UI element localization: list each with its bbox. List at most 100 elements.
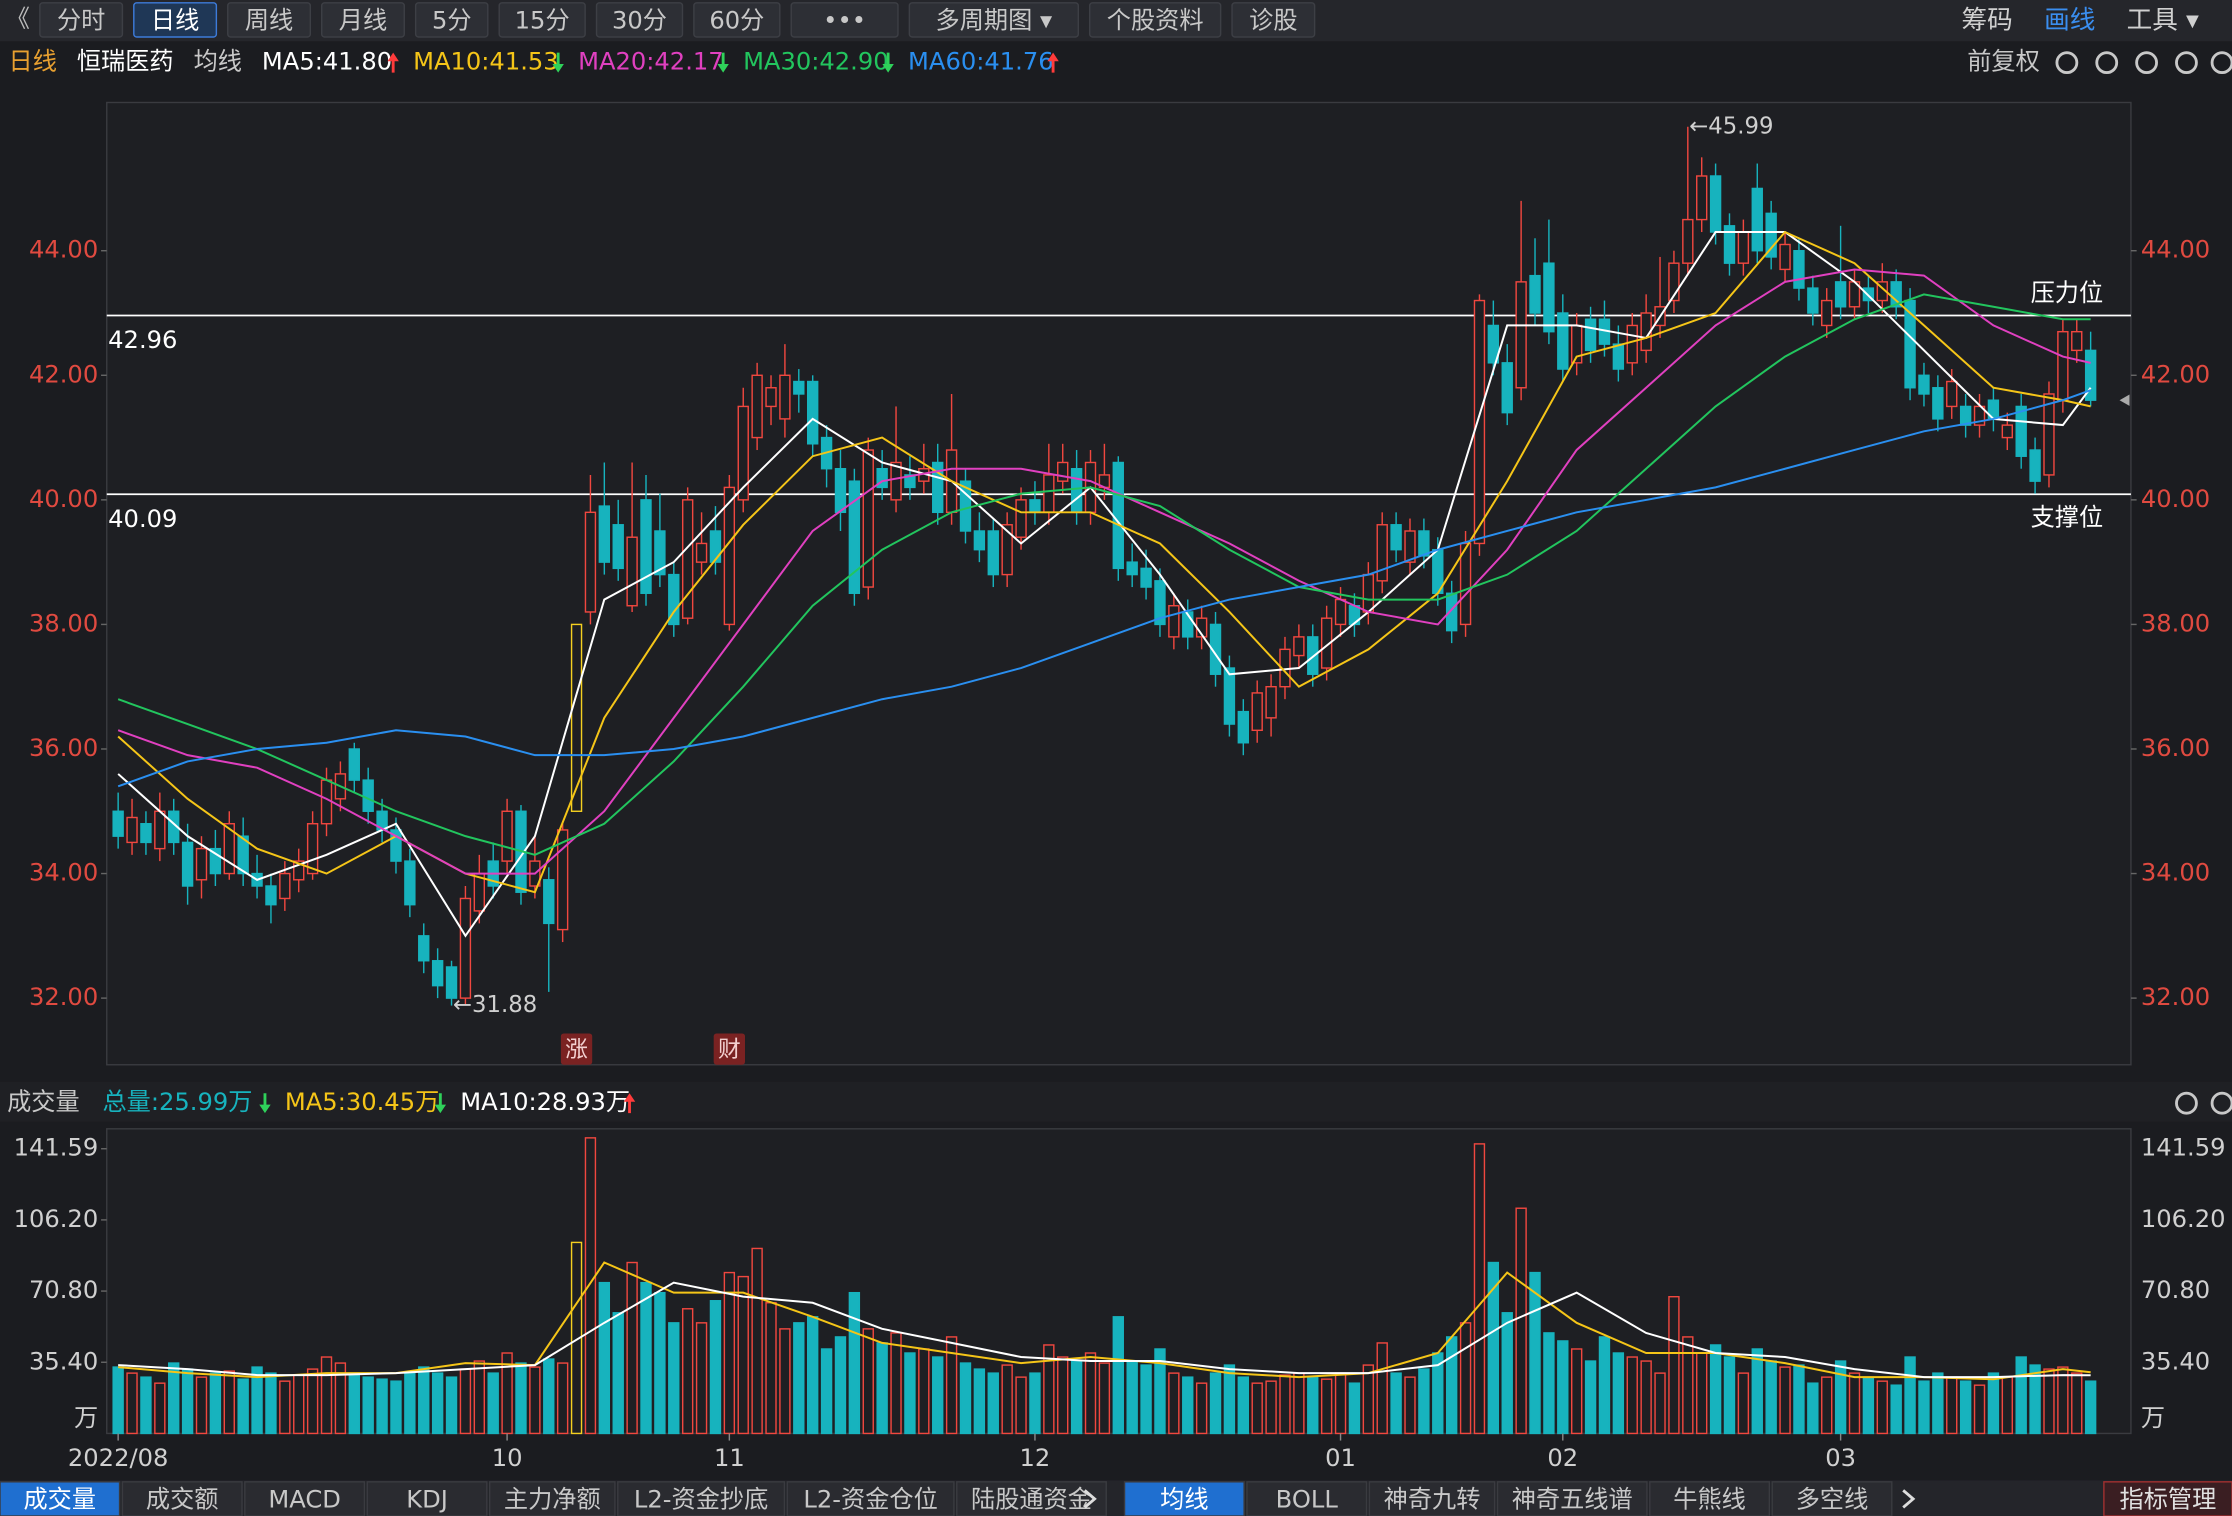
volume-title: 成交量 — [7, 1088, 80, 1116]
price-plot-frame — [106, 101, 2132, 1066]
overlay-tab-bg[interactable] — [1649, 1481, 1771, 1516]
toolbar-right-item[interactable]: 画线 — [2044, 5, 2095, 35]
toolbar-tab[interactable]: 分时 — [57, 6, 105, 34]
overlay-tab[interactable]: 多空线 — [1796, 1485, 1869, 1513]
volume-bar — [2084, 1380, 2097, 1435]
toolbar-right-item[interactable]: 筹码 — [1962, 5, 2013, 35]
tool-icon[interactable] — [2095, 51, 2119, 75]
volume-bar — [1821, 1376, 1833, 1435]
toolbar-tab[interactable]: 周线 — [245, 6, 293, 34]
candle-body — [1626, 324, 1638, 364]
x-tick-label: 11 — [714, 1444, 745, 1472]
indicator-tab-bg[interactable] — [366, 1481, 488, 1516]
volume-bar — [1168, 1372, 1180, 1435]
candle-body — [695, 542, 708, 563]
ma-legend: MA10:41.53 — [413, 48, 559, 76]
panel-icon[interactable] — [2175, 1091, 2198, 1115]
candle-body — [1112, 461, 1124, 570]
indicator-tab-bg[interactable] — [244, 1481, 366, 1516]
tabs-next[interactable] — [1902, 1489, 1916, 1509]
event-marker-bg[interactable] — [560, 1033, 593, 1065]
toolbar-tab[interactable]: 30分 — [612, 6, 667, 34]
overlay-tab[interactable]: 牛熊线 — [1673, 1485, 1746, 1513]
toolbar-tab[interactable]: 月线 — [339, 6, 387, 34]
indicator-tab[interactable]: L2-资金抄底 — [634, 1485, 768, 1513]
tool-icon[interactable] — [2210, 51, 2232, 75]
toolbar-tab[interactable]: 多周期图 ▾ — [936, 6, 1053, 34]
toolbar-tab-bg[interactable] — [414, 2, 489, 38]
indicator-tab-bg[interactable] — [786, 1481, 955, 1516]
volume-bar — [140, 1376, 152, 1435]
indicator-tab-bg[interactable] — [488, 1481, 616, 1516]
volume-bar — [1376, 1342, 1388, 1435]
ma-line — [117, 389, 2091, 788]
overlay-tab[interactable]: 神奇五线谱 — [1512, 1485, 1633, 1513]
volume-tick-label-right: 106.20 — [2141, 1205, 2226, 1233]
indicator-tab[interactable]: 成交量 — [23, 1485, 96, 1513]
event-marker-bg[interactable] — [713, 1033, 746, 1065]
overlay-tab[interactable]: BOLL — [1276, 1485, 1339, 1513]
toolbar-tab[interactable]: 日线 — [151, 6, 199, 34]
toolbar-tab-bg[interactable] — [39, 2, 124, 38]
toolbar-tab[interactable]: 5分 — [432, 6, 472, 34]
toolbar-tab[interactable]: 诊股 — [1249, 6, 1297, 34]
volume-bar — [1654, 1372, 1666, 1435]
toolbar-tab-bg[interactable] — [1088, 2, 1222, 38]
toolbar-tab-bg[interactable] — [133, 2, 218, 38]
candle-body — [1265, 685, 1277, 719]
volume-bar — [1265, 1380, 1277, 1435]
toolbar-tab-bg[interactable] — [595, 2, 684, 38]
toolbar-tab[interactable]: ••• — [823, 6, 866, 34]
indicator-tab[interactable]: KDJ — [406, 1485, 448, 1513]
toolbar-tab-bg[interactable] — [693, 2, 781, 38]
overlay-tab-bg[interactable] — [1123, 1481, 1245, 1516]
volume-bar — [640, 1281, 652, 1435]
indicator-tab[interactable]: 主力净额 — [504, 1485, 601, 1513]
volume-bar — [668, 1322, 680, 1435]
tool-icon[interactable] — [2175, 51, 2198, 75]
toolbar-tab-bg[interactable] — [908, 2, 1080, 38]
volume-bar — [1765, 1360, 1777, 1435]
panel-icon[interactable] — [2210, 1091, 2232, 1115]
event-marker[interactable]: 涨 — [565, 1037, 588, 1063]
volume-tick-label: 70.80 — [29, 1276, 98, 1304]
candle-body — [1529, 274, 1541, 314]
event-marker[interactable]: 财 — [718, 1037, 741, 1063]
back-button[interactable]: 《 — [6, 5, 30, 33]
indicator-tab-bg[interactable] — [617, 1481, 786, 1516]
tool-icon[interactable] — [2135, 51, 2158, 75]
volume-bar — [1696, 1352, 1708, 1435]
tabs-next[interactable] — [1083, 1489, 1097, 1509]
indicator-manage[interactable]: 指标管理 — [2120, 1485, 2217, 1513]
toolbar-tab-bg[interactable] — [498, 2, 586, 38]
overlay-tab-bg[interactable] — [1771, 1481, 1893, 1516]
overlay-tab[interactable]: 神奇九转 — [1384, 1485, 1481, 1513]
indicator-tab[interactable]: L2-资金仓位 — [803, 1485, 937, 1513]
toolbar-tab-bg[interactable] — [320, 2, 405, 38]
indicator-tab[interactable]: MACD — [268, 1485, 341, 1513]
volume-bar — [126, 1372, 138, 1435]
indicator-tab[interactable]: 成交额 — [146, 1485, 219, 1513]
toolbar-tab[interactable]: 个股资料 — [1107, 6, 1204, 34]
tool-icon[interactable] — [2055, 51, 2079, 75]
overlay-tab-bg[interactable] — [1246, 1481, 1368, 1516]
volume-bar — [1584, 1360, 1597, 1435]
indicator-tab[interactable]: 陆股通资金 — [971, 1485, 1092, 1513]
toolbar-tab[interactable]: 60分 — [709, 6, 764, 34]
volume-bar — [598, 1281, 611, 1435]
candle-body — [293, 860, 305, 881]
toolbar-right-item[interactable]: 工具 ▾ — [2127, 5, 2199, 35]
toolbar-tab-bg[interactable] — [790, 2, 899, 38]
toolbar-tab[interactable]: 15分 — [515, 6, 570, 34]
volume-bar — [1057, 1356, 1069, 1435]
volume-unit: 万 — [74, 1404, 98, 1432]
overlay-tab[interactable]: 均线 — [1160, 1485, 1208, 1513]
toolbar-tab-bg[interactable] — [227, 2, 312, 38]
overlay-tab-bg[interactable] — [1496, 1481, 1648, 1516]
volume-bar — [1612, 1352, 1625, 1435]
toolbar-tab-bg[interactable] — [1231, 2, 1316, 38]
indicator-manage-bg[interactable] — [2103, 1481, 2232, 1516]
adjust-mode[interactable]: 前复权 — [1967, 48, 2040, 76]
ma-title: 均线 — [194, 48, 242, 76]
volume-ma-line — [118, 1281, 2091, 1379]
